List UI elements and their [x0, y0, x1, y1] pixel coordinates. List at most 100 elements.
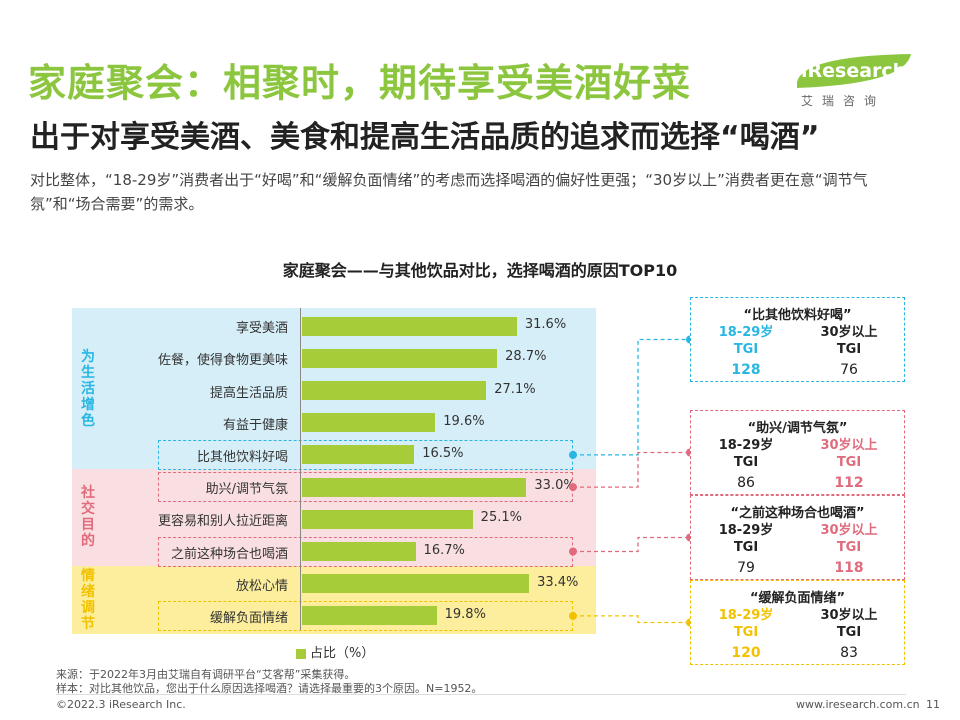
- group-label-char: 调: [81, 599, 95, 616]
- bar: [302, 477, 527, 497]
- page-subtitle: 出于对享受美酒、美食和提高生活品质的追求而选择“喝酒”: [30, 120, 820, 155]
- tgi-box-title: “缓解负面情绪”: [749, 591, 846, 606]
- group-label-char: 绪: [81, 583, 95, 600]
- category-label: 有益于健康: [222, 417, 288, 433]
- tgi-box: “助兴/调节气氛” 18-29岁 TGI 86 30岁以上 TGI 112: [690, 410, 905, 495]
- connector-dot: [569, 547, 577, 556]
- category-label: 放松心情: [235, 578, 288, 594]
- group-label-char: 情: [81, 567, 95, 584]
- tgi-group-label: 30岁以上: [820, 325, 878, 340]
- tgi-index-label: TGI: [836, 540, 862, 555]
- tgi-left-value: 120: [731, 645, 761, 661]
- group-label-social: 社交目的: [78, 485, 98, 549]
- tgi-group-label: 18-29岁: [718, 438, 774, 453]
- bar: [302, 381, 487, 400]
- connector-line: [573, 451, 690, 488]
- value-label: 25.1%: [480, 510, 522, 526]
- logo-name: iResearch: [801, 60, 907, 82]
- value-label: 16.5%: [422, 445, 464, 461]
- group-label-char: 的: [81, 533, 95, 550]
- tgi-box: “之前这种场合也喝酒” 18-29岁 TGI 79 30岁以上 TGI 118: [690, 495, 905, 580]
- group-label-char: 生: [81, 364, 95, 381]
- category-label: 享受美酒: [235, 321, 288, 337]
- tgi-box-title: “助兴/调节气氛”: [747, 421, 848, 436]
- value-label: 27.1%: [494, 381, 536, 397]
- tgi-group-label: 30岁以上: [820, 608, 878, 623]
- tgi-right-value: 112: [834, 475, 864, 491]
- group-label-char: 为: [81, 348, 95, 365]
- page-number: 11: [926, 698, 940, 711]
- group-label-emotion: 情绪调节: [78, 568, 98, 632]
- value-label: 19.6%: [443, 413, 485, 429]
- tgi-box: “比其他饮料好喝” 18-29岁 TGI 128 30岁以上 TGI 76: [690, 297, 905, 382]
- chart-axis-line: [300, 308, 301, 630]
- group-label-char: 交: [81, 501, 95, 518]
- bar: [302, 509, 473, 529]
- tgi-right-value: 76: [840, 362, 858, 378]
- tgi-index-label: TGI: [733, 455, 759, 470]
- tgi-group-label: 18-29岁: [718, 608, 774, 623]
- tgi-left-value: 128: [731, 362, 761, 378]
- iresearch-logo: iResearch 艾瑞咨询: [793, 52, 913, 110]
- connector-line: [573, 615, 690, 624]
- tgi-right-header: 30岁以上 TGI: [799, 324, 899, 358]
- value-label: 28.7%: [505, 349, 547, 365]
- chart-legend: 占比（%）: [296, 642, 374, 661]
- connector-dot: [569, 611, 577, 620]
- tgi-left-value: 79: [737, 560, 755, 576]
- page-title: 家庭聚会：相聚时，期待享受美酒好菜: [28, 61, 692, 105]
- value-label: 31.6%: [524, 317, 567, 333]
- website-url: www.iresearch.com.cn: [796, 698, 920, 711]
- category-label: 更容易和别人拉近距离: [157, 514, 288, 530]
- tgi-left-header: 18-29岁 TGI: [696, 522, 796, 556]
- tgi-group-label: 18-29岁: [718, 523, 774, 538]
- value-label: 19.8%: [444, 606, 486, 622]
- bar: [302, 316, 517, 336]
- tgi-group-label: 30岁以上: [820, 523, 878, 538]
- page-description: 对比整体，“18-29岁”消费者出于“好喝”和“缓解负面情绪”的考虑而选择喝酒的…: [30, 171, 868, 213]
- bar: [302, 348, 498, 368]
- category-label: 提高生活品质: [209, 385, 288, 401]
- bar: [302, 606, 437, 626]
- tgi-index-label: TGI: [733, 625, 759, 640]
- connector-dot: [569, 483, 577, 492]
- tgi-group-label: 18-29岁: [718, 325, 774, 340]
- bar: [302, 445, 415, 465]
- legend-swatch: [296, 648, 306, 659]
- group-label-char: 增: [81, 396, 95, 413]
- tgi-left-header: 18-29岁 TGI: [696, 607, 796, 641]
- tgi-right-header: 30岁以上 TGI: [799, 522, 899, 556]
- tgi-right-header: 30岁以上 TGI: [799, 437, 899, 471]
- footer-divider: [56, 694, 906, 695]
- category-label: 之前这种场合也喝酒: [170, 546, 288, 562]
- category-label: 缓解负面情绪: [209, 610, 288, 626]
- source-note: 来源：于2022年3月由艾瑞自有调研平台“艾客帮”采集获得。: [56, 668, 356, 681]
- tgi-box: “缓解负面情绪” 18-29岁 TGI 120 30岁以上 TGI 83: [690, 580, 905, 665]
- value-label: 16.7%: [423, 542, 465, 558]
- tgi-left-header: 18-29岁 TGI: [696, 324, 796, 358]
- chart-title: 家庭聚会——与其他饮品对比，选择喝酒的原因TOP10: [282, 261, 678, 280]
- tgi-index-label: TGI: [836, 625, 862, 640]
- category-label: 比其他饮料好喝: [196, 449, 288, 465]
- legend-label: 占比（%）: [310, 646, 375, 661]
- connector-line: [573, 338, 690, 456]
- tgi-left-value: 86: [737, 475, 755, 491]
- tgi-left-header: 18-29岁 TGI: [696, 437, 796, 471]
- tgi-right-header: 30岁以上 TGI: [799, 607, 899, 641]
- value-label: 33.4%: [537, 574, 579, 590]
- value-label: 33.0%: [534, 478, 576, 494]
- category-label: 助兴/调节气氛: [205, 482, 288, 498]
- sample-note: 样本：对比其他饮品，您出于什么原因选择喝酒？请选择最重要的3个原因。N=1952…: [56, 682, 483, 695]
- tgi-index-label: TGI: [836, 342, 862, 357]
- copyright: ©2022.3 iResearch Inc.: [56, 698, 186, 711]
- group-label-char: 色: [81, 412, 95, 429]
- group-label-life: 为生活增色: [78, 349, 98, 429]
- group-label-char: 节: [81, 615, 95, 632]
- bar: [302, 413, 436, 433]
- group-label-char: 目: [81, 517, 95, 534]
- tgi-index-label: TGI: [836, 455, 862, 470]
- tgi-group-label: 30岁以上: [820, 438, 878, 453]
- bar: [302, 574, 530, 594]
- tgi-index-label: TGI: [733, 342, 759, 357]
- tgi-index-label: TGI: [733, 540, 759, 555]
